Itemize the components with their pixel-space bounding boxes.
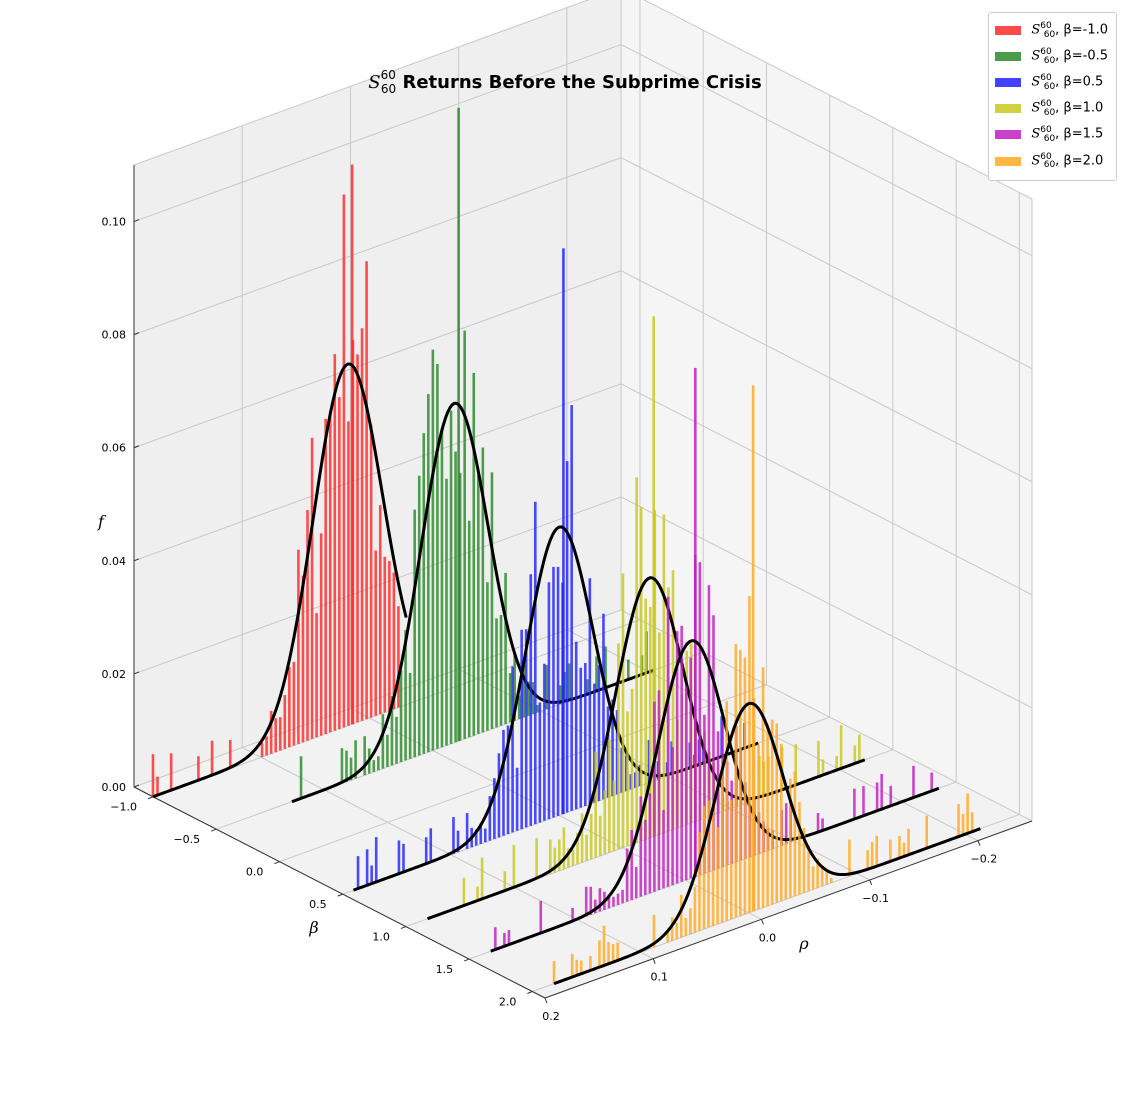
x-tick-mark <box>869 879 873 886</box>
title-text: Returns Before the Subprime Crisis <box>396 72 761 93</box>
y-tick-mark <box>527 991 533 994</box>
x-tick-label: −0.1 <box>862 892 889 905</box>
legend-entry: S6060, β=-1.0 <box>995 17 1108 43</box>
grid-line-z-back <box>133 157 622 336</box>
pane-edge <box>643 0 1033 200</box>
legend-swatch <box>995 130 1022 140</box>
y-tick-mark <box>147 796 154 800</box>
legend-label: S6060, β=-0.5 <box>1031 46 1108 66</box>
grid-line-z-back <box>133 496 622 675</box>
legend-entry: S6060, β=-0.5 <box>995 43 1108 69</box>
series-2 <box>291 107 654 804</box>
x-tick-label: 0.2 <box>542 1010 560 1023</box>
fitted-curve <box>490 639 940 953</box>
z-tick-label: 0.06 <box>102 442 127 455</box>
title-subscript: 60 <box>381 82 396 96</box>
z-tick-mark <box>133 784 140 788</box>
y-tick-label: 1.5 <box>436 963 454 976</box>
fitted-curve <box>427 576 866 921</box>
grid-line-z-back <box>133 44 622 223</box>
x-axis-label: ρ <box>798 934 809 953</box>
pane-edge <box>133 0 590 166</box>
legend-entry: S6060, β=1.5 <box>995 122 1108 148</box>
x-tick-mark <box>977 840 981 846</box>
y-tick-mark <box>274 861 280 865</box>
grid-line-z-right <box>620 44 1033 256</box>
right-pane <box>621 0 1032 821</box>
tick-labels: 0.2 0.1 0.0 −0.1 −0.2 −1.0 −0.5 0.0 0.5 1.0 1.5 2.0… <box>102 216 998 1023</box>
series-6 <box>552 385 981 986</box>
y-tick-label: −1.0 <box>110 801 137 814</box>
z-tick-mark <box>133 219 140 223</box>
x-tick-label: 0.1 <box>650 971 668 984</box>
y-tick-mark <box>400 926 407 930</box>
x-tick-label: −0.2 <box>971 853 998 866</box>
z-tick-mark <box>133 558 140 562</box>
legend-label: S6060, β=1.0 <box>1031 99 1104 119</box>
x-axis-line <box>544 820 1033 999</box>
legend-label: S6060, β=2.0 <box>1031 151 1104 171</box>
z-tick-label: 0.04 <box>102 555 127 568</box>
grid-line-z-right <box>620 157 1033 370</box>
fitted-curve <box>553 701 981 986</box>
legend-swatch <box>995 51 1022 61</box>
legend-entry: S6060, β=0.5 <box>995 69 1108 95</box>
x-tick-mark <box>544 997 548 1004</box>
y-axis-line <box>133 786 546 999</box>
legend-swatch <box>995 156 1022 166</box>
axis-lines <box>133 165 1033 1004</box>
y-tick-label: 0.5 <box>309 898 327 911</box>
y-tick-mark <box>211 828 217 832</box>
x-tick-mark <box>760 919 764 925</box>
y-tick-label: 1.0 <box>372 931 390 944</box>
grid-line-z-back <box>133 609 622 788</box>
legend: S6060, β=-1.0 S6060, β=-0.5 S6060, β=0.5 S6… <box>988 12 1117 182</box>
fitted-curve <box>152 362 408 799</box>
chart-title: S60 60 Returns Before the Subprime Crisis <box>368 68 761 96</box>
legend-label: S6060, β=0.5 <box>1031 73 1104 92</box>
y-axis-label: β <box>308 918 318 937</box>
z-tick-mark <box>133 671 140 675</box>
grid-line-z-right <box>620 609 1033 822</box>
x-tick-label: 0.0 <box>759 931 777 944</box>
legend-entry: S6060, β=2.0 <box>995 148 1108 174</box>
legend-label: S6060, β=1.5 <box>1031 125 1104 145</box>
grid-line-z-right <box>620 270 1033 483</box>
grid-line-z-back <box>133 270 622 449</box>
title-superscript: 60 <box>381 68 396 82</box>
grid-line-z-right <box>620 496 1033 709</box>
legend-label: S6060, β=-1.0 <box>1031 20 1108 40</box>
y-tick-mark <box>337 893 343 897</box>
legend-swatch <box>995 25 1022 35</box>
y-tick-label: −0.5 <box>173 833 200 846</box>
legend-swatch <box>995 104 1022 114</box>
legend-entry: S6060, β=1.0 <box>995 96 1108 122</box>
z-tick-label: 0.10 <box>102 216 127 229</box>
z-tick-label: 0.02 <box>102 668 127 681</box>
legend-swatch <box>995 77 1022 87</box>
z-tick-mark <box>133 445 140 449</box>
data-marks <box>151 107 981 986</box>
z-tick-label: 0.00 <box>102 781 127 794</box>
grid-line-z-right <box>620 383 1033 596</box>
z-axis-label: f <box>97 512 107 531</box>
y-tick-mark <box>463 958 470 962</box>
z-tick-mark <box>133 332 140 336</box>
series-1 <box>151 164 408 799</box>
title-symbol: S <box>368 72 380 93</box>
y-tick-label: 2.0 <box>499 996 517 1009</box>
y-tick-label: 0.0 <box>246 866 264 879</box>
z-tick-label: 0.08 <box>102 329 127 342</box>
x-tick-mark <box>652 958 656 964</box>
